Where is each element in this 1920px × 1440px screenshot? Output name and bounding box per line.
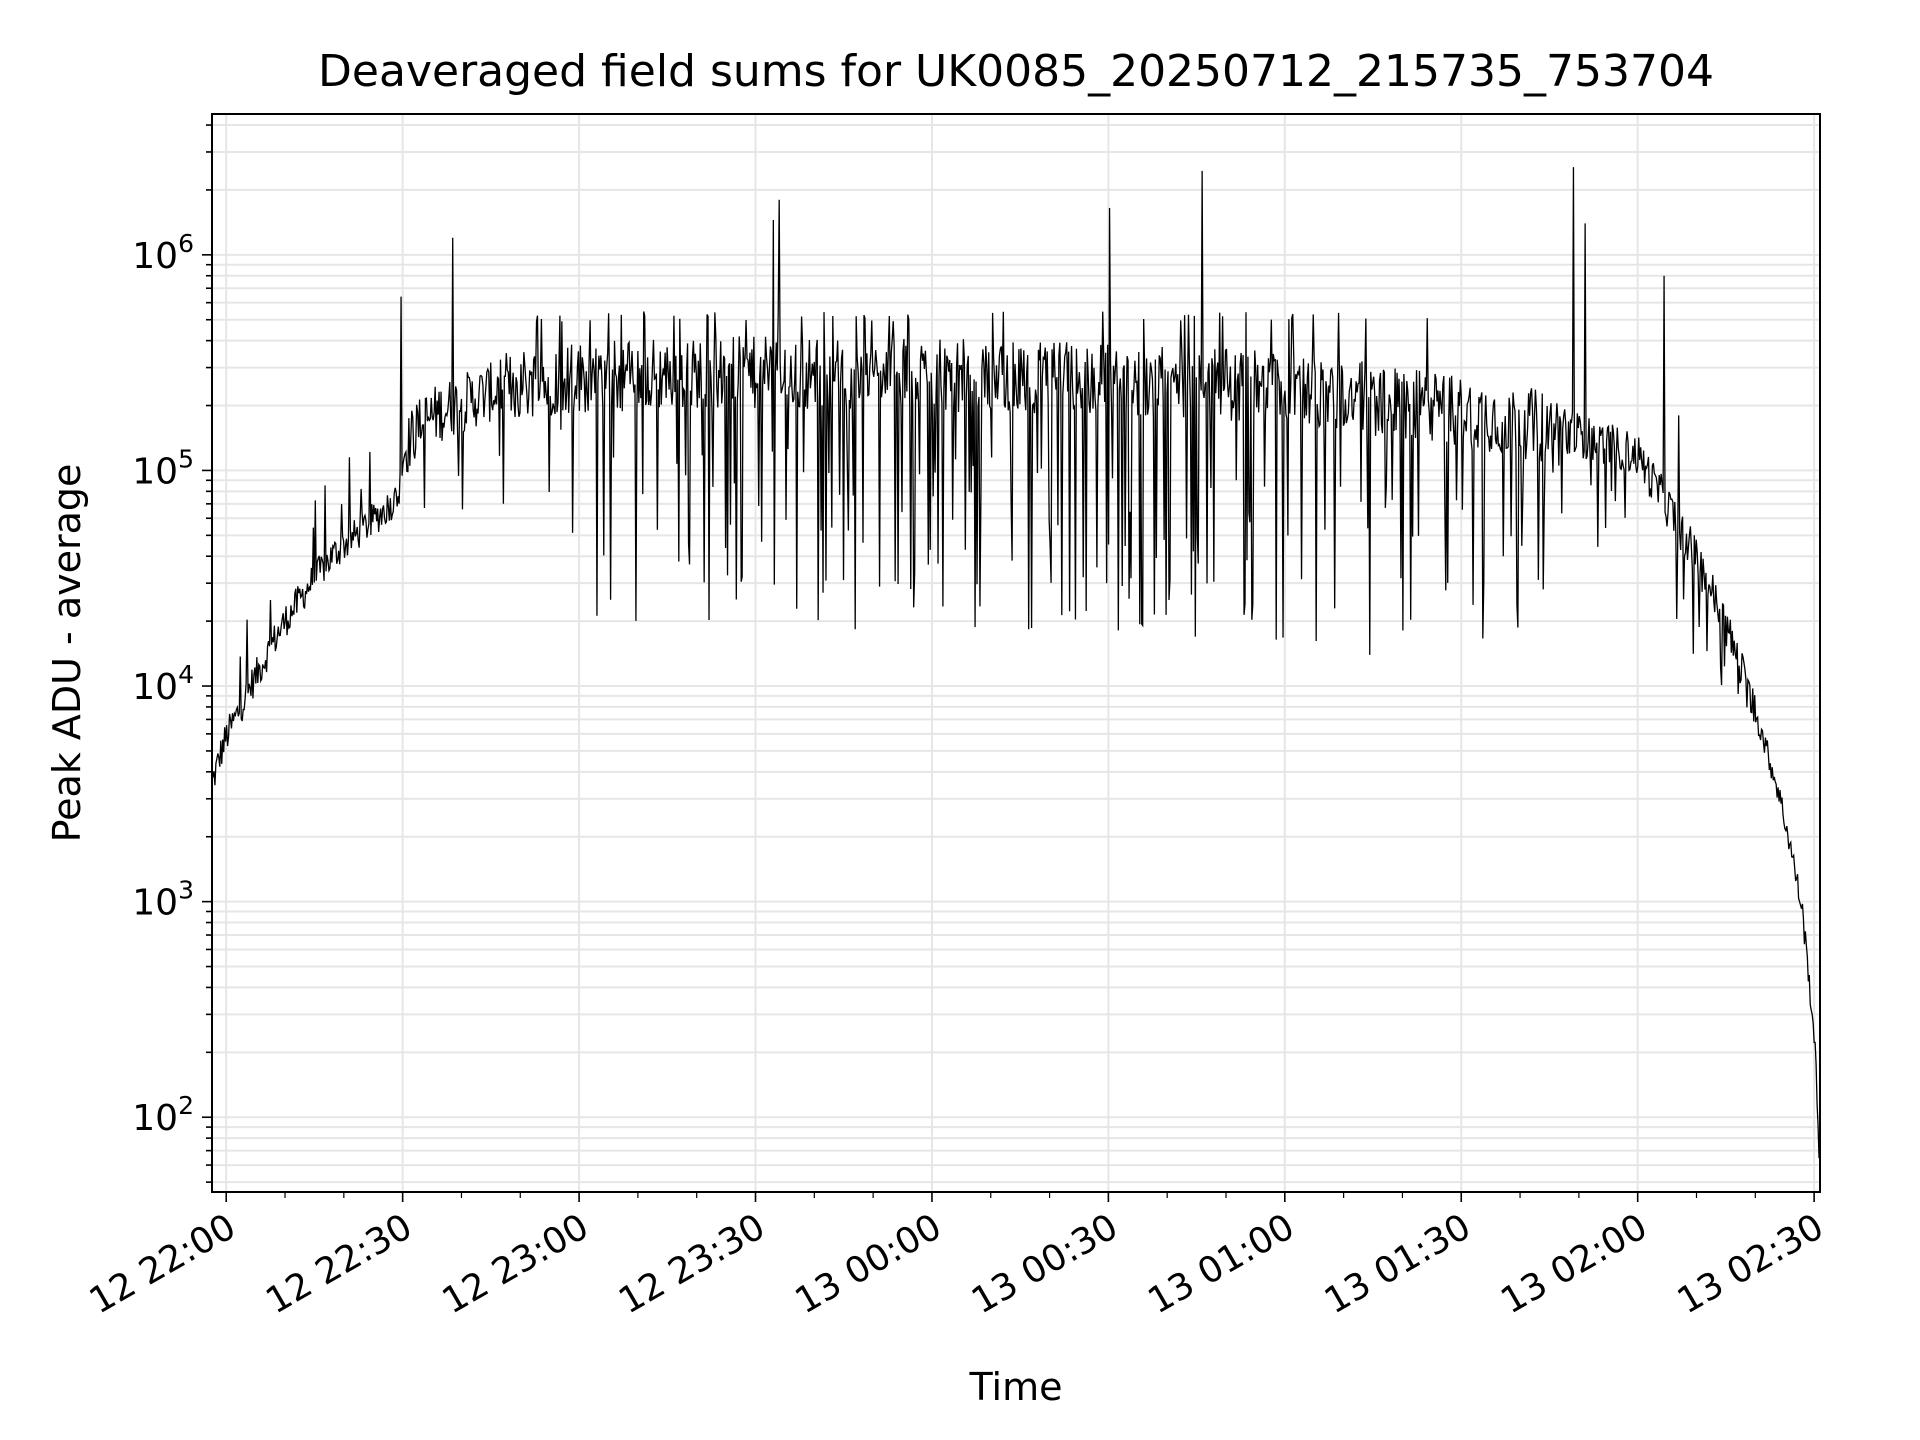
data-series [211,167,1821,1159]
y-tick-label: 106 [132,229,194,277]
y-tick-label: 102 [132,1091,194,1139]
plot-frame [211,113,1821,1193]
series-line [211,167,1821,1159]
chart-title: Deaveraged field sums for UK0085_2025071… [318,46,1714,97]
y-tick-label: 105 [132,444,194,492]
y-tick-label: 104 [132,660,194,708]
grid [212,114,1820,1192]
y-tick-label: 103 [132,876,194,924]
y-axis: 102 103 104 105 106 [132,124,212,1183]
x-axis-label: Time [969,1365,1063,1409]
y-axis-label: Peak ADU - average [45,464,89,843]
